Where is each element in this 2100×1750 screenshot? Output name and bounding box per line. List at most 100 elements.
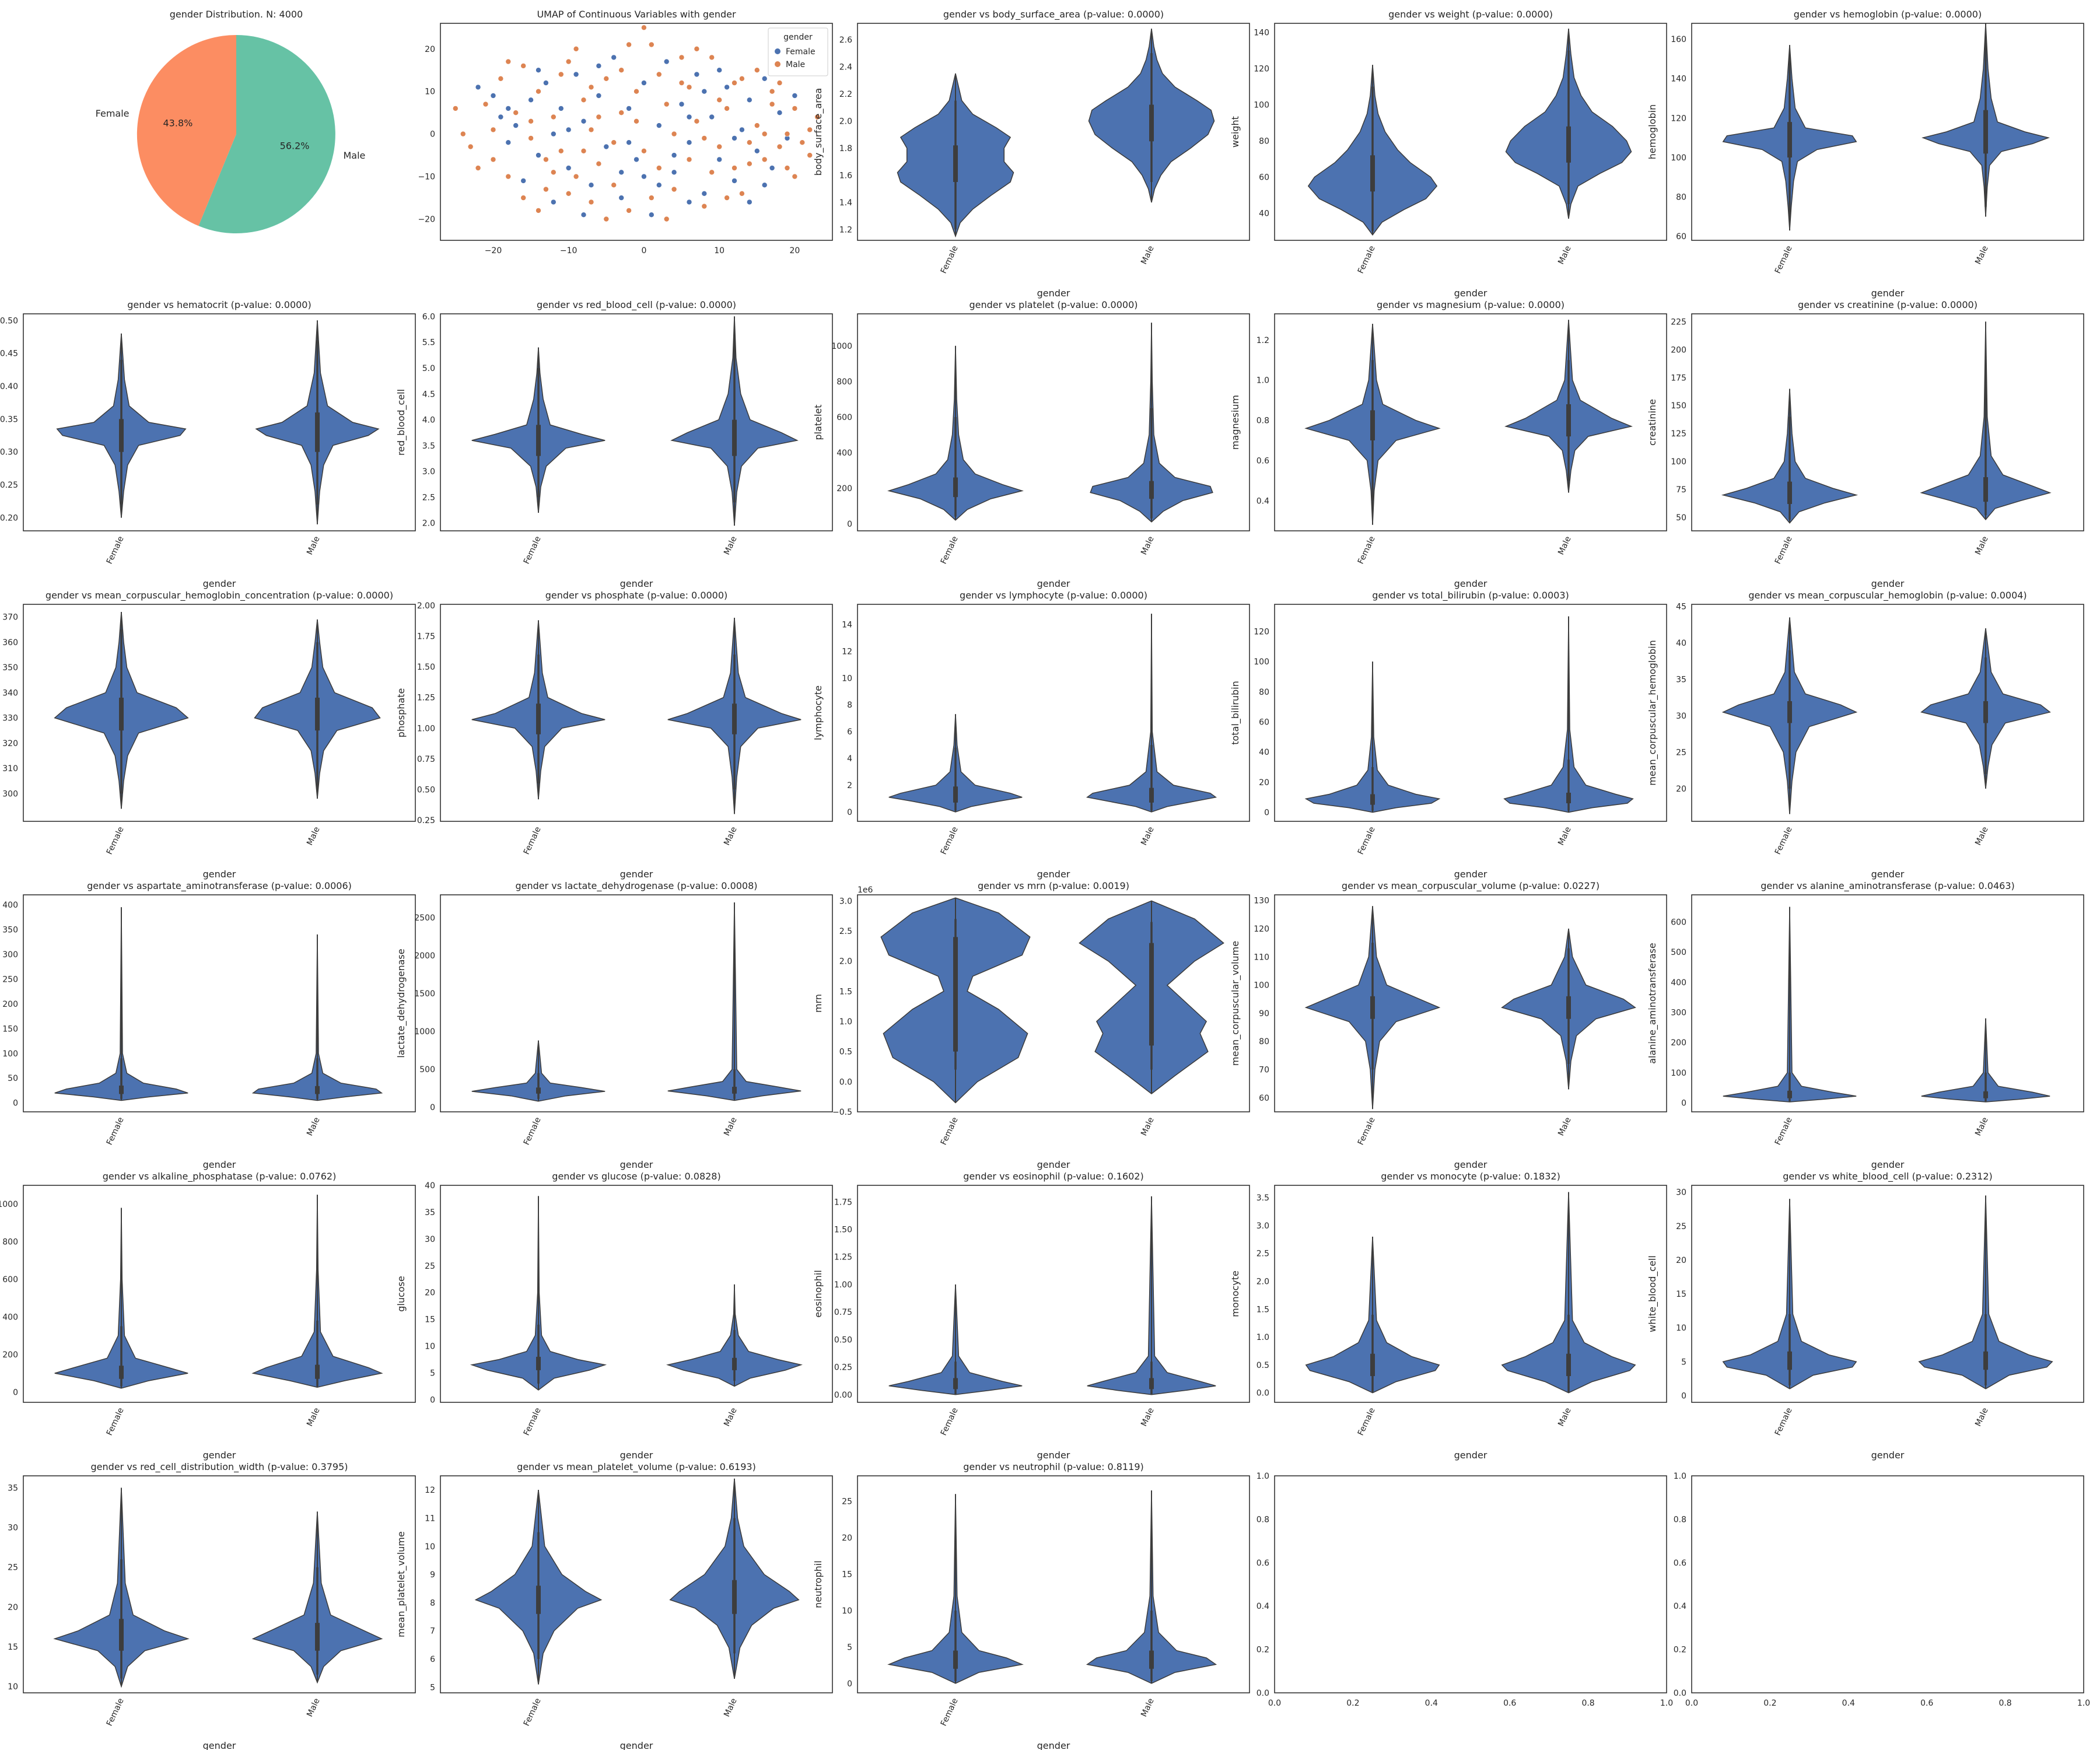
- y-tick-label: 1.50: [417, 663, 435, 672]
- y-tick-label: 400: [836, 449, 852, 458]
- scatter-point-male: [498, 76, 504, 82]
- scatter-point-female: [618, 169, 624, 176]
- x-tick-label: Female: [939, 825, 960, 856]
- scatter-point-female: [739, 127, 745, 133]
- scatter-point-female: [769, 165, 775, 171]
- y-tick-label: 2.0: [1256, 1277, 1269, 1286]
- pie-slice-label: Male: [343, 150, 365, 161]
- y-tick-label: 0: [847, 1679, 852, 1689]
- y-tick-label: 15: [8, 1643, 18, 1652]
- y-tick-label: 2.5: [422, 493, 435, 502]
- plot-title: gender vs lymphocyte (p-value: 0.0000): [960, 590, 1147, 601]
- y-tick-label: 20: [842, 1534, 852, 1543]
- x-tick-label: 0.4: [1842, 1699, 1855, 1708]
- subplot-6: gender vs red_blood_cell (p-value: 0.000…: [396, 299, 833, 589]
- x-tick-label: Female: [105, 1697, 126, 1728]
- y-tick-label: 175: [1671, 373, 1686, 383]
- x-tick-label: Male: [1556, 1406, 1573, 1428]
- x-axis-label: gender: [1037, 1740, 1070, 1750]
- y-tick-label: 3.5: [422, 442, 435, 451]
- scatter-point-female: [596, 63, 602, 69]
- y-tick-label: 2.6: [839, 36, 852, 45]
- plot-frame: [857, 894, 1250, 1112]
- x-tick-label: Female: [522, 535, 543, 566]
- y-tick-label: 140: [1671, 75, 1686, 84]
- scatter-point-male: [814, 114, 820, 120]
- y-tick-label: 120: [1254, 925, 1269, 934]
- y-tick-label: 80: [1259, 137, 1269, 146]
- x-tick-label: Female: [105, 825, 126, 856]
- scatter-point-male: [761, 156, 768, 163]
- y-tick-label: 120: [1254, 65, 1269, 74]
- scatter-point-male: [747, 160, 752, 167]
- y-tick-label: 2.0: [422, 519, 435, 528]
- scatter-point-male: [603, 216, 610, 222]
- y-tick-label: 20: [1676, 1256, 1686, 1265]
- x-tick-label: Female: [1356, 244, 1377, 275]
- x-axis-label: gender: [620, 1740, 653, 1750]
- scatter-point-female: [580, 118, 587, 124]
- y-tick-label: 12: [425, 1486, 435, 1495]
- subplot-0: gender Distribution. N: 4000 43.8% Female 5…: [96, 9, 365, 233]
- y-tick-label: 1.4: [839, 198, 852, 208]
- scatter-point-male: [739, 190, 745, 197]
- x-tick-label: 1.0: [2077, 1699, 2090, 1708]
- plot-frame: [1691, 894, 2084, 1112]
- pie-slice-label: Female: [96, 108, 130, 119]
- y-tick-label: −0.5: [832, 1108, 852, 1117]
- y-tick-label: 1000: [414, 1027, 435, 1037]
- x-tick-label: Male: [1973, 1406, 1990, 1428]
- y-tick-label: 15: [1676, 1290, 1686, 1299]
- plot-frame: [440, 1185, 833, 1403]
- y-tick-label: 200: [2, 1350, 18, 1360]
- scatter-point-female: [475, 84, 481, 90]
- subplot-1: UMAP of Continuous Variables with gender…: [418, 9, 833, 256]
- y-tick-label: 0.4: [1256, 1602, 1269, 1611]
- scatter-point-female: [792, 93, 798, 99]
- y-tick-label: 1.00: [417, 724, 435, 733]
- scatter-point-male: [776, 144, 783, 150]
- y-tick-label: 1.5: [1256, 1305, 1269, 1314]
- y-tick-label: 300: [2, 950, 18, 960]
- x-tick-label: Male: [305, 1406, 322, 1428]
- scatter-point-female: [732, 178, 737, 184]
- subplot-16: gender vs lactate_dehydrogenase (p-value…: [396, 880, 833, 1170]
- y-tick-label: 1000: [0, 1200, 18, 1209]
- y-tick-label: −10: [418, 173, 435, 182]
- scatter-point-male: [611, 139, 617, 145]
- y-tick-label: 14: [842, 620, 852, 629]
- y-tick-label: 30: [425, 1235, 435, 1244]
- y-axis-label: alanine_aminotransferase: [1647, 943, 1658, 1064]
- y-tick-label: 250: [2, 975, 18, 984]
- scatter-point-male: [739, 76, 745, 82]
- scatter-point-female: [694, 71, 700, 78]
- scatter-point-male: [528, 118, 534, 124]
- y-tick-label: 12: [842, 647, 852, 656]
- x-axis-label: gender: [1871, 288, 1905, 299]
- subplot-25: gender vs red_cell_distribution_width (p…: [8, 1461, 416, 1750]
- x-tick-label: 0.6: [1920, 1699, 1933, 1708]
- scatter-point-male: [603, 76, 610, 82]
- plot-title: gender vs monocyte (p-value: 0.1832): [1381, 1171, 1560, 1182]
- y-tick-label: 75: [1676, 485, 1686, 495]
- y-tick-label: 400: [2, 901, 18, 910]
- y-tick-label: 5: [430, 1368, 435, 1378]
- y-tick-label: 6: [847, 727, 852, 737]
- y-tick-label: 0: [1681, 1099, 1686, 1108]
- x-tick-label: Male: [1973, 1116, 1990, 1138]
- y-tick-label: 0.45: [0, 349, 18, 359]
- y-tick-label: 10: [425, 1542, 435, 1552]
- x-axis-label: gender: [1037, 578, 1070, 589]
- x-axis-label: gender: [1454, 288, 1488, 299]
- scatter-point-male: [588, 199, 594, 205]
- x-tick-label: Female: [1356, 1116, 1377, 1147]
- y-tick-label: 0.50: [834, 1335, 852, 1345]
- scatter-point-male: [452, 106, 459, 111]
- scatter-point-female: [596, 93, 602, 99]
- plot-title: gender vs phosphate (p-value: 0.0000): [545, 590, 728, 601]
- x-tick-label: Male: [305, 1697, 322, 1718]
- scatter-point-male: [558, 71, 564, 78]
- scatter-point-male: [761, 131, 768, 137]
- subplot-14: gender vs mean_corpuscular_hemoglobin (p…: [1647, 590, 2084, 880]
- y-tick-label: 300: [2, 789, 18, 799]
